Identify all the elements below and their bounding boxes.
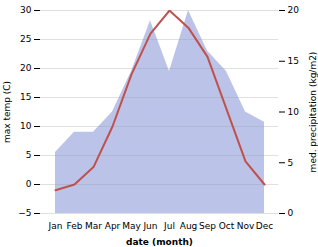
svg-text:Jan: Jan: [48, 221, 63, 231]
svg-text:Mar: Mar: [85, 221, 102, 231]
svg-text:15: 15: [20, 92, 31, 102]
svg-text:Oct: Oct: [219, 221, 235, 231]
svg-text:Apr: Apr: [105, 221, 121, 231]
svg-text:0: 0: [288, 208, 294, 218]
svg-text:5: 5: [288, 158, 294, 168]
svg-text:10: 10: [288, 107, 300, 117]
svg-text:25: 25: [20, 34, 31, 44]
svg-text:Jun: Jun: [142, 221, 157, 231]
svg-text:15: 15: [288, 56, 299, 66]
svg-text:10: 10: [20, 121, 32, 131]
svg-text:0: 0: [26, 179, 32, 189]
svg-text:date (month): date (month): [126, 237, 193, 247]
svg-text:20: 20: [288, 5, 300, 15]
svg-text:max temp (C): max temp (C): [2, 81, 12, 143]
svg-text:20: 20: [20, 63, 32, 73]
svg-text:Nov: Nov: [237, 221, 255, 231]
svg-text:−5: −5: [18, 208, 31, 218]
svg-text:Aug: Aug: [180, 221, 198, 231]
svg-text:5: 5: [26, 150, 32, 160]
svg-text:May: May: [122, 221, 141, 231]
svg-text:30: 30: [20, 5, 32, 15]
svg-text:Jul: Jul: [163, 221, 175, 231]
svg-text:Dec: Dec: [256, 221, 273, 231]
svg-text:med. precipitation (kg/m2): med. precipitation (kg/m2): [308, 52, 318, 173]
svg-text:Sep: Sep: [199, 221, 216, 231]
svg-text:Feb: Feb: [67, 221, 83, 231]
